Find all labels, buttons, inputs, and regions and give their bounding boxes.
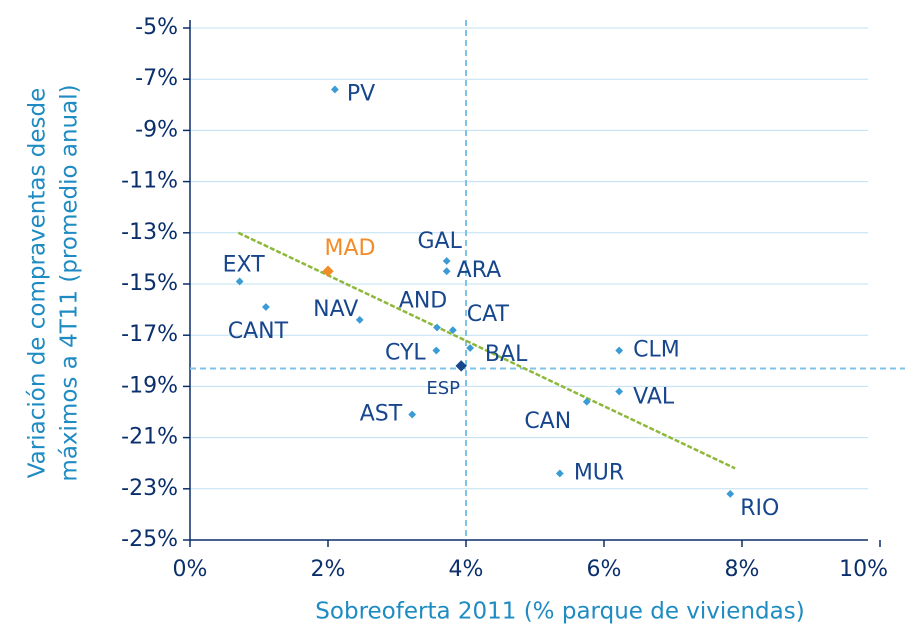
point-label: CYL [385,341,426,366]
point [442,267,451,276]
y-tick-label: -23% [121,476,178,501]
point [442,257,451,265]
point-label: ARA [457,258,502,283]
y-axis-title: máximos a 4T11 (promedio anual) [57,84,83,481]
point [355,315,364,324]
y-tick-label: -13% [121,220,178,245]
point-label: BAL [485,342,528,367]
point [331,85,339,94]
y-tick-label: -5% [135,15,178,40]
point-label: MAD [325,236,376,261]
point-label: NAV [313,297,358,322]
y-tick-label: -15% [121,271,178,296]
point-label: ESP [426,378,460,399]
x-tick-label: 8% [725,557,760,582]
point [432,346,441,355]
point [449,326,457,334]
point-label: AND [399,289,447,314]
point [455,360,467,372]
point [615,387,624,396]
point-label: RIO [740,496,779,521]
y-tick-label: -9% [135,117,178,142]
x-tick-label: 4% [449,557,484,582]
y-tick-label: -21% [121,425,178,450]
x-tick-label: 10% [839,557,888,582]
point [466,344,475,352]
point [262,303,270,311]
x-axis-title: Sobreoferta 2011 (% parque de viviendas) [315,599,804,625]
point [615,346,624,355]
x-tick-label: 0% [173,557,208,582]
point [322,265,334,277]
y-tick-label: -25% [121,527,178,552]
point [408,410,417,419]
point [433,323,441,332]
y-tick-label: -19% [121,373,178,398]
point-label: CANT [228,319,289,344]
point-label: PV [347,81,375,106]
y-tick-label: -7% [135,66,178,91]
y-axis-title: Variación de compraventas desde [25,88,51,479]
trend-line [237,231,736,470]
x-tick-label: 2% [311,557,346,582]
point-label: AST [360,402,403,427]
point-label: MUR [574,460,624,485]
point-label: VAL [633,385,675,410]
point [582,397,591,406]
point-label: CAN [524,409,571,434]
point-label: EXT [223,252,266,277]
point [726,490,735,498]
point-label: CAT [467,302,510,327]
point [555,469,564,478]
point-label: GAL [418,229,463,254]
y-tick-label: -11% [121,169,178,194]
x-tick-label: 6% [587,557,622,582]
point-label: CLM [633,338,680,363]
y-tick-label: -17% [121,322,178,347]
